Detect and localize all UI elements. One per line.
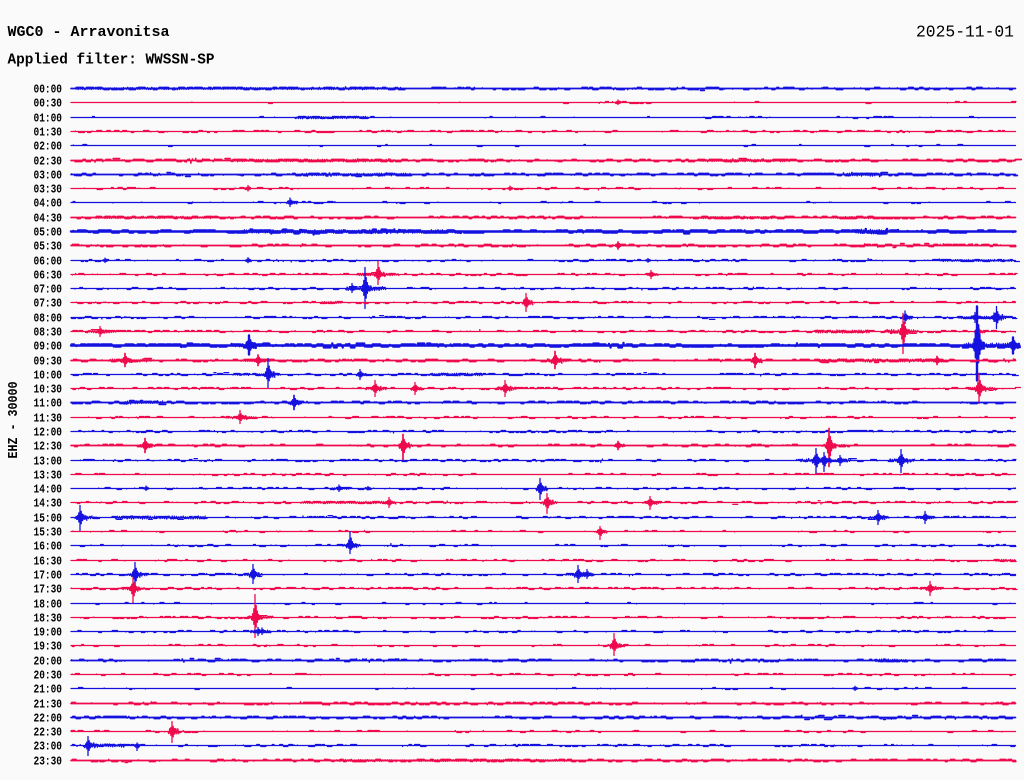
svg-text:09:30: 09:30 [34, 355, 63, 369]
svg-text:03:30: 03:30 [34, 183, 63, 197]
svg-text:02:00: 02:00 [34, 140, 63, 154]
svg-text:15:30: 15:30 [34, 526, 63, 540]
svg-text:16:30: 16:30 [34, 555, 63, 569]
svg-text:00:30: 00:30 [34, 97, 63, 111]
svg-text:12:30: 12:30 [34, 440, 63, 454]
svg-text:19:30: 19:30 [34, 640, 63, 654]
svg-text:07:30: 07:30 [34, 297, 63, 311]
svg-text:13:00: 13:00 [34, 455, 63, 469]
svg-text:22:30: 22:30 [34, 726, 63, 740]
svg-text:08:30: 08:30 [34, 326, 63, 340]
svg-text:06:00: 06:00 [34, 255, 63, 269]
svg-text:14:30: 14:30 [34, 497, 63, 511]
svg-text:Applied filter: WWSSN-SP: Applied filter: WWSSN-SP [8, 52, 215, 69]
svg-text:00:00: 00:00 [34, 83, 63, 97]
svg-text:20:30: 20:30 [34, 669, 63, 683]
svg-text:14:00: 14:00 [34, 483, 63, 497]
svg-text:16:00: 16:00 [34, 540, 63, 554]
svg-text:15:00: 15:00 [34, 512, 63, 526]
svg-text:EHZ - 30000: EHZ - 30000 [6, 382, 22, 459]
svg-text:21:30: 21:30 [34, 698, 63, 712]
svg-text:04:00: 04:00 [34, 197, 63, 211]
svg-text:23:30: 23:30 [34, 755, 63, 769]
svg-text:10:00: 10:00 [34, 369, 63, 383]
svg-text:17:30: 17:30 [34, 583, 63, 597]
svg-text:13:30: 13:30 [34, 469, 63, 483]
svg-text:04:30: 04:30 [34, 212, 63, 226]
svg-text:10:30: 10:30 [34, 383, 63, 397]
svg-text:01:30: 01:30 [34, 126, 63, 140]
svg-text:20:00: 20:00 [34, 655, 63, 669]
svg-text:11:00: 11:00 [34, 397, 63, 411]
svg-text:11:30: 11:30 [34, 412, 63, 426]
svg-text:05:30: 05:30 [34, 240, 63, 254]
svg-text:WGC0 - Arravonitsa: WGC0 - Arravonitsa [8, 24, 170, 41]
svg-text:02:30: 02:30 [34, 155, 63, 169]
svg-text:08:00: 08:00 [34, 312, 63, 326]
svg-text:01:00: 01:00 [34, 112, 63, 126]
svg-text:03:00: 03:00 [34, 169, 63, 183]
svg-text:17:00: 17:00 [34, 569, 63, 583]
svg-text:07:00: 07:00 [34, 283, 63, 297]
svg-text:06:30: 06:30 [34, 269, 63, 283]
svg-text:21:00: 21:00 [34, 683, 63, 697]
svg-text:2025-11-01: 2025-11-01 [916, 23, 1014, 42]
svg-text:23:00: 23:00 [34, 740, 63, 754]
svg-text:12:00: 12:00 [34, 426, 63, 440]
svg-text:05:00: 05:00 [34, 226, 63, 240]
svg-text:09:00: 09:00 [34, 340, 63, 354]
svg-text:22:00: 22:00 [34, 712, 63, 726]
svg-text:18:00: 18:00 [34, 598, 63, 612]
svg-text:18:30: 18:30 [34, 612, 63, 626]
svg-text:19:00: 19:00 [34, 626, 63, 640]
